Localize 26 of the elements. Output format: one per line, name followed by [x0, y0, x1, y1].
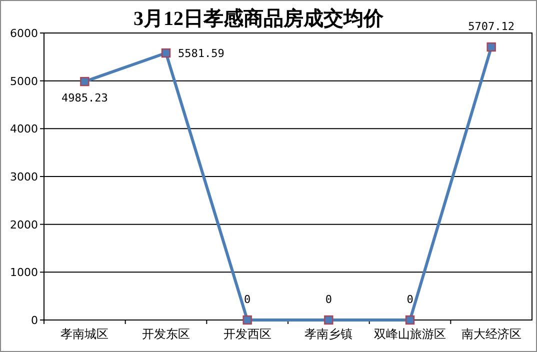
point	[486, 42, 496, 52]
y-tick-label: 3000	[10, 170, 38, 184]
y-tick-label: 2000	[10, 218, 38, 232]
point	[242, 315, 252, 325]
point	[80, 76, 90, 86]
y-tick-label: 4000	[10, 122, 38, 136]
x-tick-label: 孝南城区	[60, 327, 109, 341]
y-tick-label: 6000	[10, 27, 38, 40]
text: 5581.59	[178, 47, 224, 60]
y-tick-label: 1000	[10, 266, 38, 280]
x-tick-label: 南大经济区	[461, 327, 522, 341]
point	[324, 315, 334, 325]
y-tick-label: 0	[31, 314, 38, 327]
text: 5707.12	[468, 20, 515, 33]
text: 0	[244, 293, 251, 306]
y-tick-label: 5000	[10, 74, 38, 88]
x-tick-label: 双峰山旅游区	[374, 327, 446, 341]
x-tick-label: 开发东区	[142, 327, 190, 341]
x-tick-label: 开发西区	[223, 327, 272, 341]
chart-title: 3月12日孝感商品房成交均价	[134, 7, 384, 30]
point	[405, 315, 415, 325]
text: 0	[325, 293, 332, 306]
text: 0	[406, 293, 414, 306]
text: 4985.23	[61, 92, 108, 105]
point	[161, 48, 171, 58]
x-tick-label: 孝南乡镇	[304, 327, 353, 341]
